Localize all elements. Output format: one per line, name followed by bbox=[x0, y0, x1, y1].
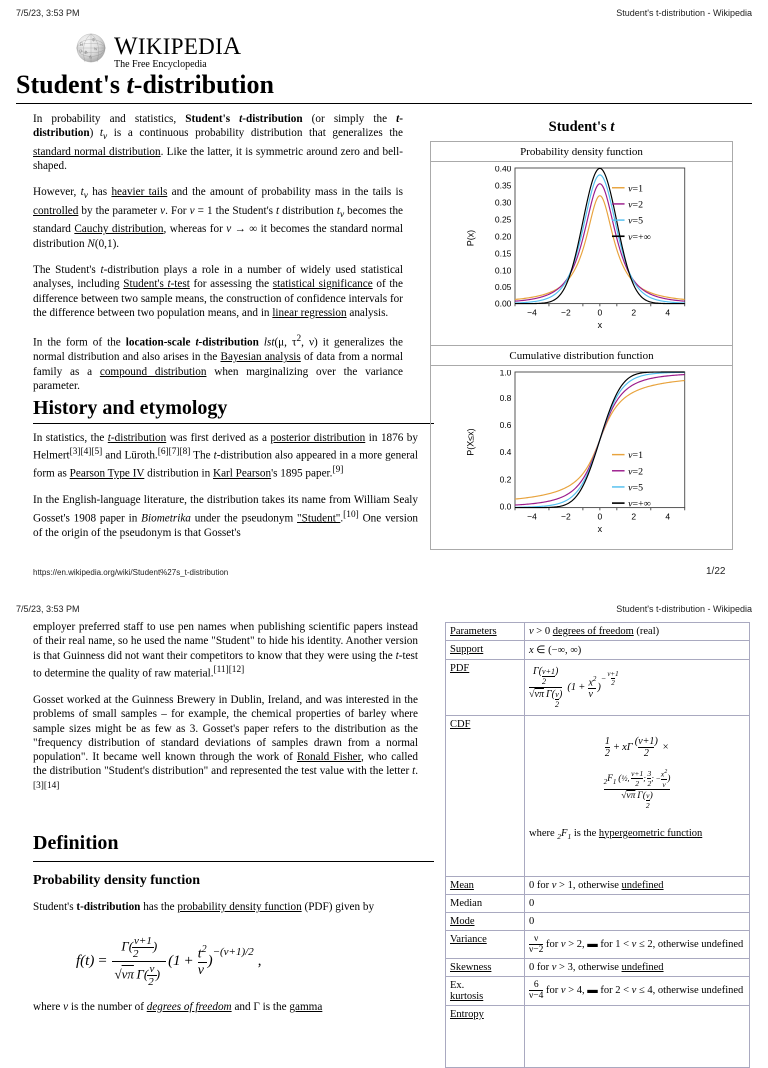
svg-text:ν=+∞: ν=+∞ bbox=[628, 499, 651, 510]
svg-text:−4: −4 bbox=[527, 511, 537, 521]
svg-text:0.30: 0.30 bbox=[495, 198, 512, 208]
svg-text:0.2: 0.2 bbox=[500, 474, 512, 484]
svg-text:日: 日 bbox=[80, 43, 84, 47]
svg-text:0.05: 0.05 bbox=[495, 282, 512, 292]
svg-text:4: 4 bbox=[665, 511, 670, 521]
svg-text:2: 2 bbox=[631, 511, 636, 521]
svg-text:ν=5: ν=5 bbox=[628, 483, 643, 494]
svg-text:中: 中 bbox=[92, 37, 96, 42]
svg-text:ν=2: ν=2 bbox=[628, 200, 643, 211]
svg-text:0.6: 0.6 bbox=[500, 420, 512, 430]
svg-text:0.00: 0.00 bbox=[495, 298, 512, 308]
svg-text:ん: ん bbox=[89, 54, 93, 59]
svg-text:−2: −2 bbox=[561, 511, 571, 521]
svg-text:2: 2 bbox=[631, 307, 636, 317]
svg-text:0.0: 0.0 bbox=[500, 501, 512, 511]
svg-text:0.4: 0.4 bbox=[500, 447, 512, 457]
svg-text:ν=1: ν=1 bbox=[628, 183, 643, 194]
svg-text:0.10: 0.10 bbox=[495, 265, 512, 275]
svg-text:x: x bbox=[598, 524, 603, 534]
svg-text:−2: −2 bbox=[561, 307, 571, 317]
svg-text:0.25: 0.25 bbox=[495, 214, 512, 224]
svg-text:0: 0 bbox=[597, 307, 602, 317]
svg-text:P(x): P(x) bbox=[466, 230, 476, 246]
svg-text:ν=1: ν=1 bbox=[628, 450, 643, 461]
svg-text:x: x bbox=[598, 320, 603, 330]
svg-text:0.40: 0.40 bbox=[495, 166, 512, 174]
svg-text:0: 0 bbox=[597, 511, 602, 521]
svg-text:0.35: 0.35 bbox=[495, 181, 512, 191]
svg-text:W: W bbox=[94, 47, 98, 51]
svg-text:0.15: 0.15 bbox=[495, 248, 512, 258]
svg-text:0.20: 0.20 bbox=[495, 231, 512, 241]
svg-text:P(X≤x): P(X≤x) bbox=[466, 428, 476, 455]
svg-text:ν=+∞: ν=+∞ bbox=[628, 232, 651, 243]
svg-text:4: 4 bbox=[665, 307, 670, 317]
svg-text:ν=2: ν=2 bbox=[628, 466, 643, 477]
svg-text:ν=5: ν=5 bbox=[628, 216, 643, 227]
svg-text:0.8: 0.8 bbox=[500, 393, 512, 403]
svg-text:−4: −4 bbox=[527, 307, 537, 317]
svg-text:あ: あ bbox=[84, 49, 88, 54]
svg-text:1.0: 1.0 bbox=[500, 370, 512, 378]
svg-text:ひ: ひ bbox=[79, 48, 83, 53]
